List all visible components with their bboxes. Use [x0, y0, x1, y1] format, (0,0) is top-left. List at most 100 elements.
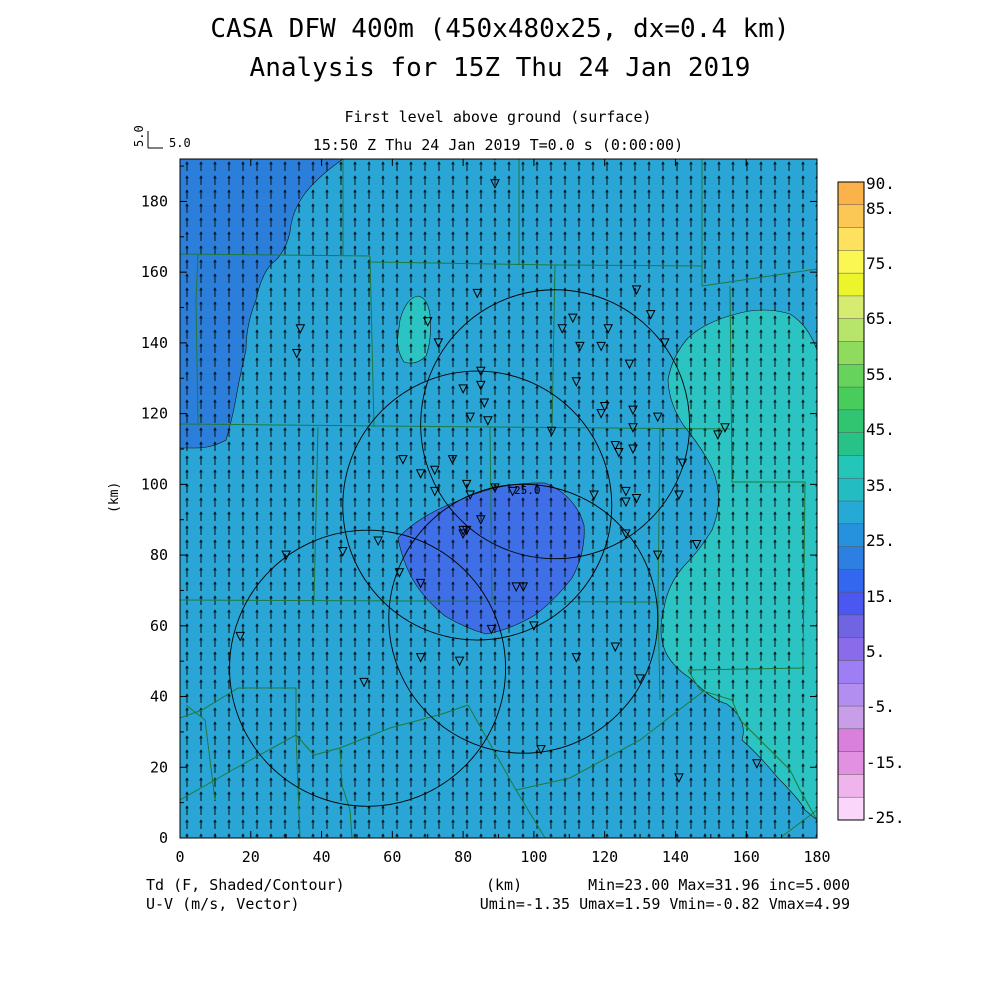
station-marker	[458, 384, 468, 394]
y-tick-label: 40	[150, 688, 168, 706]
colorbar-swatch	[838, 387, 864, 411]
radar-ring-1	[420, 289, 691, 560]
station-marker	[472, 288, 483, 299]
colorbar-frame	[837, 181, 865, 821]
colorbar-swatch	[838, 637, 864, 661]
station-marker	[624, 359, 635, 370]
station-marker	[494, 159, 496, 161]
station-marker	[645, 310, 656, 320]
colorbar-label: 85.	[866, 199, 895, 218]
wind-vectors	[180, 159, 817, 838]
colorbar-swatch	[838, 182, 864, 206]
station-marker	[546, 426, 557, 437]
y-tick-label: 0	[159, 829, 168, 847]
level-subtitle: First level above ground (surface)	[344, 108, 652, 126]
y-tick-label: 100	[141, 475, 168, 493]
colorbar-swatch	[838, 751, 864, 775]
station-marker	[568, 313, 578, 324]
station-marker	[415, 469, 426, 479]
colorbar-label: 65.	[866, 309, 895, 328]
y-tick-label: 120	[141, 405, 168, 423]
colorbar-label: 15.	[866, 587, 895, 606]
station-marker	[621, 497, 631, 508]
colorbar-label: 35.	[866, 476, 895, 495]
station-marker	[475, 380, 486, 391]
x-tick-label: 20	[242, 848, 260, 866]
radar-coverage-rings	[229, 289, 691, 807]
station-marker	[291, 349, 302, 359]
station-marker	[720, 423, 730, 433]
colorbar-label: 90.	[866, 174, 895, 193]
station-marker	[652, 550, 663, 561]
station-marker	[610, 440, 621, 451]
y-tick-label: 60	[150, 617, 168, 635]
x-axis-label: (km)	[486, 876, 523, 894]
colorbar-label: 55.	[866, 365, 895, 384]
colorbar-swatch	[838, 364, 864, 388]
y-axis-label: (km)	[107, 482, 122, 513]
x-tick-label: 0	[175, 848, 184, 866]
station-marker	[674, 773, 684, 783]
colorbar-swatch	[838, 273, 864, 297]
colorbar-swatch	[838, 569, 864, 593]
field-label-shaded: Td (F, Shaded/Contour)	[146, 876, 345, 894]
station-marker	[536, 745, 546, 755]
station-marker	[479, 398, 490, 409]
county-boundaries	[180, 159, 817, 838]
min-max-stats: Min=23.00 Max=31.96 inc=5.000	[588, 876, 850, 894]
station-marker	[422, 317, 433, 327]
colorbar-label: -5.	[866, 697, 895, 716]
colorbar-swatch	[838, 706, 864, 730]
y-tick-label: 140	[141, 334, 168, 352]
colorbar-swatch	[838, 409, 864, 433]
station-marker	[614, 448, 624, 458]
y-axis: 0 20 40 60 80 100 120 140 160 180	[141, 165, 817, 847]
colorbar-swatch	[838, 683, 864, 707]
station-marker	[674, 490, 684, 501]
station-marker	[235, 631, 245, 642]
station-marker	[631, 494, 642, 504]
station-marker	[465, 490, 475, 501]
station-marker	[660, 338, 670, 349]
station-marker	[461, 479, 472, 490]
station-marker	[447, 455, 458, 465]
y-tick-label: 160	[141, 263, 168, 281]
x-tick-label: 40	[313, 848, 331, 866]
station-marker	[571, 653, 582, 663]
colorbar-swatch	[838, 501, 864, 525]
station-marker	[603, 324, 614, 334]
station-marker	[628, 423, 638, 433]
colorbar-label: -25.	[866, 808, 905, 827]
station-marker	[490, 483, 500, 494]
colorbar-swatch	[838, 432, 864, 456]
station-marker	[394, 568, 405, 578]
colorbar-swatch	[838, 774, 864, 798]
colorbar-swatch	[838, 660, 864, 684]
station-marker	[596, 341, 606, 352]
station-marker	[557, 324, 568, 334]
x-tick-label: 120	[591, 848, 618, 866]
station-marker	[465, 412, 475, 423]
map-title-line2: Analysis for 15Z Thu 24 Jan 2019	[249, 53, 751, 83]
colorbar-label: 75.	[866, 254, 895, 273]
station-marker	[713, 430, 723, 440]
station-marker	[571, 377, 582, 387]
time-subtitle: 15:50 Z Thu 24 Jan 2019 T=0.0 s (0:00:00…	[312, 136, 684, 154]
station-marker	[415, 653, 426, 663]
station-marker	[483, 416, 493, 426]
station-marker	[752, 759, 762, 769]
reference-vector: 5.0 5.0	[132, 125, 191, 150]
colorbar-label: 5.	[866, 642, 885, 661]
station-marker	[475, 366, 486, 377]
station-marker	[691, 539, 702, 550]
station-marker	[677, 458, 688, 469]
colorbar-swatch	[838, 797, 864, 821]
station-marker	[575, 341, 585, 352]
colorbar-swatch	[838, 227, 864, 251]
station-marker	[373, 536, 383, 547]
y-tick-label: 80	[150, 546, 168, 564]
colorbar-label: -15.	[866, 753, 905, 772]
radar-ring-2	[342, 370, 613, 641]
station-marker	[398, 455, 408, 465]
